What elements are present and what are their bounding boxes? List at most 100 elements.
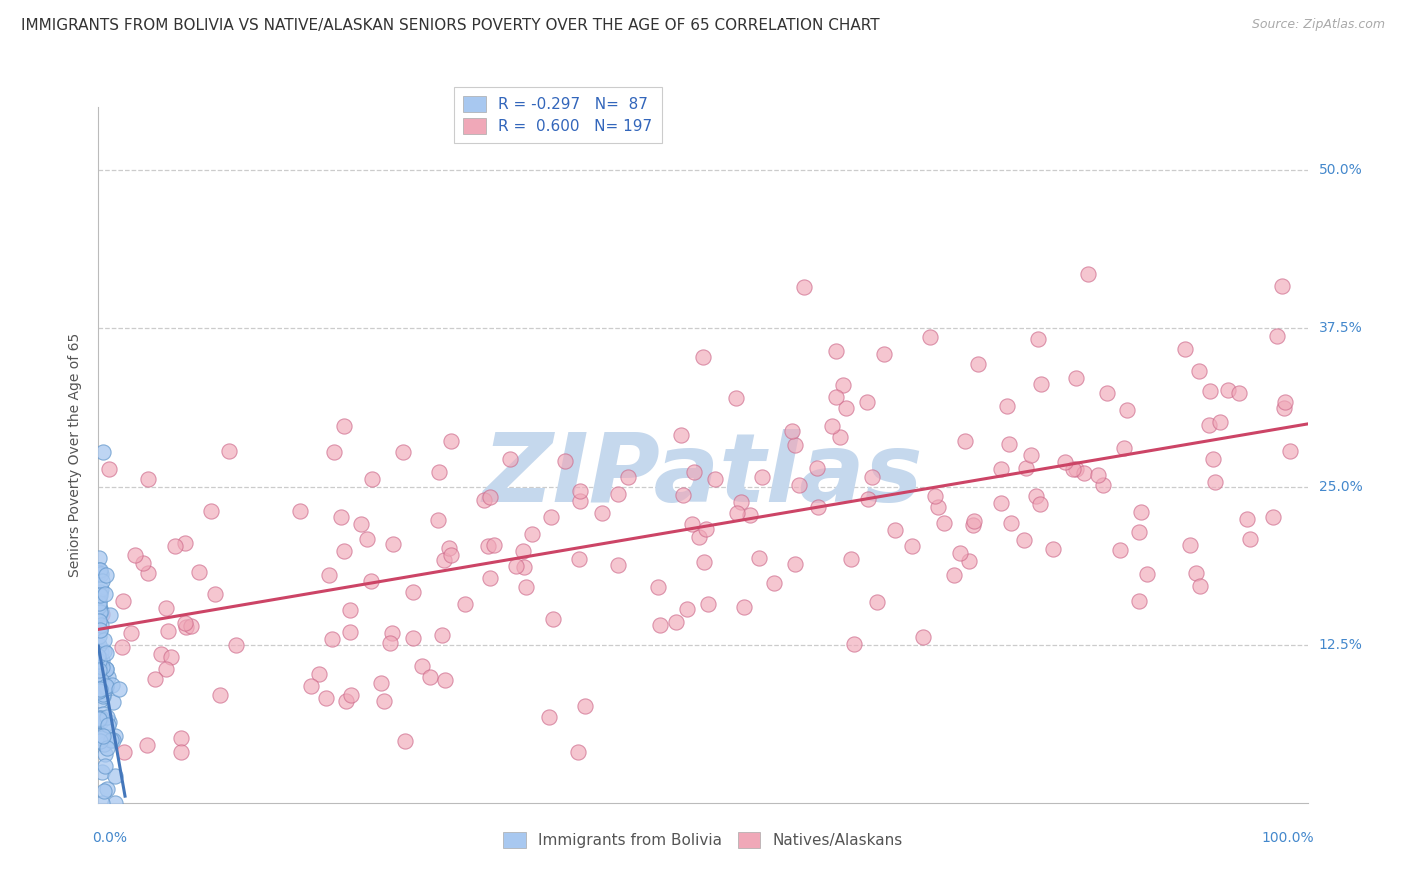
Point <box>157 624 180 638</box>
Point <box>591 506 613 520</box>
Point <box>89 563 111 577</box>
Point <box>112 593 135 607</box>
Point <box>1188 364 1211 378</box>
Point <box>568 551 591 566</box>
Point <box>124 548 146 562</box>
Point <box>427 466 450 480</box>
Point <box>96 662 118 676</box>
Point <box>911 631 934 645</box>
Point <box>93 632 115 647</box>
Point <box>1209 415 1232 429</box>
Point <box>1025 489 1047 503</box>
Point <box>1236 512 1258 526</box>
Point <box>725 391 748 405</box>
Point <box>704 472 727 486</box>
Point <box>1185 566 1208 581</box>
Point <box>96 782 118 797</box>
Point <box>89 681 111 696</box>
Point <box>920 330 942 344</box>
Point <box>1271 278 1294 293</box>
Point <box>825 390 848 404</box>
Point <box>87 676 110 690</box>
Point <box>831 378 853 392</box>
Point <box>90 645 112 659</box>
Point <box>682 465 704 479</box>
Point <box>93 784 115 798</box>
Point <box>93 737 115 751</box>
Point <box>402 584 425 599</box>
Point <box>90 714 112 728</box>
Point <box>607 487 630 501</box>
Point <box>308 666 330 681</box>
Point <box>1128 594 1150 608</box>
Point <box>96 679 118 693</box>
Point <box>90 582 112 597</box>
Point <box>957 554 980 568</box>
Point <box>844 636 866 650</box>
Point <box>733 599 755 614</box>
Point <box>90 796 112 810</box>
Point <box>1015 461 1038 475</box>
Point <box>174 619 197 633</box>
Point <box>440 434 463 448</box>
Point <box>554 454 576 468</box>
Point <box>101 678 124 692</box>
Point <box>1180 538 1202 552</box>
Point <box>785 557 807 571</box>
Point <box>120 626 142 640</box>
Point <box>934 516 956 531</box>
Point <box>839 552 862 566</box>
Point <box>356 533 378 547</box>
Point <box>901 539 924 553</box>
Point <box>290 504 312 518</box>
Legend: Immigrants from Bolivia, Natives/Alaskans: Immigrants from Bolivia, Natives/Alaskan… <box>496 826 910 855</box>
Point <box>567 745 589 759</box>
Point <box>1114 441 1136 455</box>
Point <box>477 539 499 553</box>
Point <box>89 683 111 698</box>
Point <box>174 535 197 549</box>
Point <box>89 681 111 695</box>
Point <box>87 671 110 685</box>
Point <box>89 652 111 666</box>
Text: 0.0%: 0.0% <box>93 830 128 845</box>
Point <box>94 747 117 761</box>
Point <box>1109 542 1132 557</box>
Point <box>170 731 193 746</box>
Point <box>91 707 114 722</box>
Point <box>1064 371 1087 385</box>
Point <box>824 344 846 359</box>
Point <box>98 715 121 730</box>
Point <box>87 648 110 663</box>
Point <box>89 588 111 602</box>
Point <box>321 632 343 647</box>
Point <box>1029 498 1052 512</box>
Point <box>90 604 112 618</box>
Point <box>785 437 807 451</box>
Point <box>89 563 111 577</box>
Point <box>676 602 699 616</box>
Point <box>89 734 111 748</box>
Point <box>1204 475 1226 490</box>
Point <box>339 688 361 702</box>
Point <box>101 695 124 709</box>
Point <box>520 526 543 541</box>
Point <box>97 718 120 732</box>
Point <box>693 555 716 569</box>
Point <box>787 478 810 492</box>
Point <box>332 418 354 433</box>
Point <box>91 731 114 745</box>
Point <box>394 734 416 748</box>
Point <box>1274 394 1296 409</box>
Point <box>361 473 384 487</box>
Point <box>515 580 537 594</box>
Point <box>1012 533 1035 547</box>
Point <box>98 607 121 622</box>
Point <box>373 694 395 708</box>
Point <box>87 606 110 620</box>
Point <box>1263 509 1285 524</box>
Point <box>94 646 117 660</box>
Point <box>697 597 720 611</box>
Point <box>1279 443 1302 458</box>
Point <box>94 568 117 582</box>
